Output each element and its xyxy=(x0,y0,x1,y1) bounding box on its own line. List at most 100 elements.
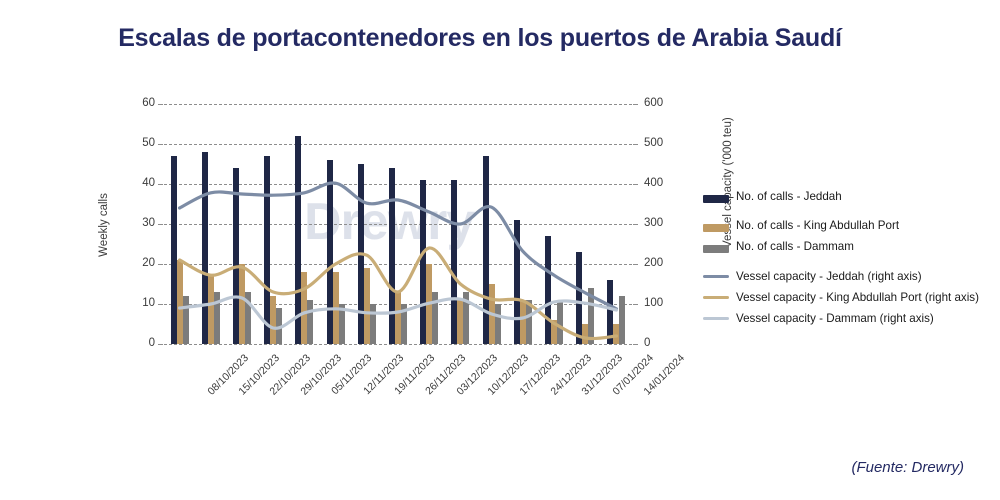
bar-group xyxy=(195,104,226,344)
x-axis-labels: 08/10/2023 15/10/2023 22/10/2023 29/10/2023… xyxy=(164,352,687,432)
bar-jeddah xyxy=(201,152,208,344)
gridline xyxy=(164,104,632,105)
bar-jeddah xyxy=(326,160,333,344)
bar-dammam xyxy=(213,292,220,344)
legend-swatch-line-icon xyxy=(703,317,729,321)
legend-label: Vessel capacity - Dammam (right axis) xyxy=(736,312,934,326)
bar-dammam xyxy=(619,296,626,344)
bar-jeddah xyxy=(451,180,458,344)
bar-jeddah xyxy=(295,136,302,344)
bar-jeddah xyxy=(170,156,177,344)
bar-dammam xyxy=(338,304,345,344)
legend-item[interactable]: Vessel capacity - King Abdullah Port (ri… xyxy=(703,291,993,306)
gridline xyxy=(164,144,632,145)
bar-kap xyxy=(394,292,401,344)
line-series-layer xyxy=(178,181,618,341)
bar-kap xyxy=(238,264,245,344)
y-tick-mark-left xyxy=(158,304,163,305)
gridline xyxy=(164,264,632,265)
bar-dammam xyxy=(588,288,595,344)
y-tick-mark-left xyxy=(158,144,163,145)
bar-dammam xyxy=(494,304,501,344)
bar-group xyxy=(382,104,413,344)
y-tick-mark-right xyxy=(633,144,638,145)
y-tick-label-right: 0 xyxy=(644,337,651,349)
legend-swatch-line-icon xyxy=(703,296,729,300)
bar-kap xyxy=(270,296,277,344)
bar-group xyxy=(289,104,320,344)
bar-group xyxy=(507,104,538,344)
legend-label: No. of calls - King Abdullah Port xyxy=(736,218,900,232)
legend-item[interactable]: No. of calls - Dammam xyxy=(703,240,993,255)
bar-group xyxy=(164,104,195,344)
legend-swatch-bar-icon xyxy=(703,195,729,203)
y-tick-mark-left xyxy=(158,184,163,185)
page-title: Escalas de portacontenedores en los puer… xyxy=(118,24,842,52)
y-tick-mark-right xyxy=(633,224,638,225)
y-tick-mark-right xyxy=(633,104,638,105)
bar-kap xyxy=(582,324,589,344)
line-series xyxy=(178,181,618,311)
bar-jeddah xyxy=(607,280,614,344)
bar-group xyxy=(538,104,569,344)
legend-swatch-bar-icon xyxy=(703,244,729,253)
bar-dammam xyxy=(525,300,532,344)
legend-swatch-bar-icon xyxy=(703,223,729,232)
y-tick-mark-left xyxy=(158,224,163,225)
y-tick-label-right: 100 xyxy=(644,297,664,309)
bar-kap xyxy=(207,276,214,344)
bar-jeddah xyxy=(513,220,520,344)
legend-item[interactable]: Vessel capacity - Dammam (right axis) xyxy=(703,312,993,327)
y-tick-label-left: 0 xyxy=(148,337,155,349)
y-tick-label-left: 30 xyxy=(142,217,155,229)
legend-item[interactable]: No. of calls - King Abdullah Port xyxy=(703,219,993,234)
y-tick-label-right: 300 xyxy=(644,217,664,229)
y-tick-label-right: 200 xyxy=(644,257,664,269)
bar-kap xyxy=(550,320,557,344)
bar-jeddah xyxy=(482,156,489,344)
gridline xyxy=(164,224,632,225)
y-tick-mark-right xyxy=(633,344,638,345)
bar-kap xyxy=(519,300,526,344)
bar-jeddah xyxy=(544,236,551,344)
chart-legend: No. of calls - Jeddah No. of calls - King… xyxy=(703,190,993,327)
bar-dammam xyxy=(182,296,189,344)
chart-container: Weekly calls Vessel capacity ('000 teu) … xyxy=(98,96,734,397)
gridline xyxy=(164,184,632,185)
y-tick-label-left: 40 xyxy=(142,177,155,189)
y-tick-label-left: 60 xyxy=(142,97,155,109)
bar-kap xyxy=(176,260,183,344)
bar-group xyxy=(226,104,257,344)
bar-jeddah xyxy=(232,168,239,344)
bar-jeddah xyxy=(388,168,395,344)
line-series xyxy=(178,295,618,330)
y-tick-label-right: 600 xyxy=(644,97,664,109)
y-tick-mark-left xyxy=(158,344,163,345)
y-tick-mark-right xyxy=(633,184,638,185)
legend-label: Vessel capacity - King Abdullah Port (ri… xyxy=(736,291,979,305)
bar-group xyxy=(445,104,476,344)
y-tick-label-left: 20 xyxy=(142,257,155,269)
bar-kap xyxy=(457,300,464,344)
legend-swatch-line-icon xyxy=(703,275,729,279)
legend-item[interactable]: Vessel capacity - Jeddah (right axis) xyxy=(703,270,993,285)
bar-group xyxy=(258,104,289,344)
bar-jeddah xyxy=(576,252,583,344)
bar-kap xyxy=(613,324,620,344)
bar-dammam xyxy=(463,292,470,344)
bar-jeddah xyxy=(264,156,271,344)
bar-dammam xyxy=(307,300,314,344)
y-tick-label-left: 50 xyxy=(142,137,155,149)
y-tick-mark-left xyxy=(158,264,163,265)
bar-group xyxy=(601,104,632,344)
bar-dammam xyxy=(432,292,439,344)
bar-dammam xyxy=(400,304,407,344)
legend-label: Vessel capacity - Jeddah (right axis) xyxy=(736,270,922,284)
y-tick-label-right: 500 xyxy=(644,137,664,149)
bar-dammam xyxy=(369,304,376,344)
y-tick-mark-left xyxy=(158,104,163,105)
legend-item[interactable]: No. of calls - Jeddah xyxy=(703,190,993,205)
y-tick-mark-right xyxy=(633,304,638,305)
